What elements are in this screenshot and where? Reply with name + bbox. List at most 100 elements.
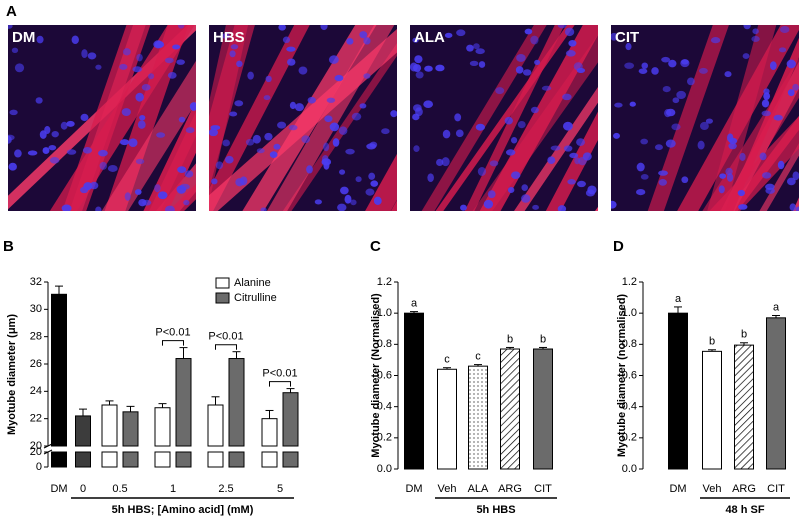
bar <box>734 344 754 470</box>
y-axis-label: Myotube diameter (normalised) <box>616 294 628 458</box>
nucleus <box>172 44 181 50</box>
nucleus <box>719 173 727 179</box>
nucleus <box>475 123 485 131</box>
nucleus <box>641 62 649 69</box>
bar <box>101 404 118 447</box>
nucleus <box>80 113 89 122</box>
nucleus <box>638 68 648 74</box>
nucleus <box>282 36 291 44</box>
nucleus <box>298 66 308 75</box>
bar-lower <box>51 451 67 468</box>
bar-lower <box>154 451 171 468</box>
nucleus <box>576 180 586 188</box>
nucleus <box>625 42 632 51</box>
nucleus <box>444 32 453 38</box>
nucleus <box>373 196 382 205</box>
significance-letter: c <box>444 354 450 366</box>
nucleus <box>769 61 777 71</box>
nucleus <box>460 204 467 211</box>
nucleus <box>236 60 243 67</box>
myotube <box>435 25 575 211</box>
nucleus <box>87 52 97 60</box>
nucleus <box>725 167 733 176</box>
nucleus <box>346 38 354 45</box>
nucleus <box>654 144 663 151</box>
nucleus <box>541 85 552 91</box>
significance-letter: b <box>709 336 715 348</box>
x-tick-label: 1 <box>170 483 176 495</box>
x-tick-label: DM <box>669 483 686 495</box>
nucleus <box>532 204 539 210</box>
nucleus <box>665 139 676 148</box>
nucleus <box>189 102 196 111</box>
nucleus <box>60 121 68 130</box>
nucleus <box>507 187 515 193</box>
nucleus <box>51 130 59 138</box>
nucleus <box>363 73 371 79</box>
bar <box>261 418 278 447</box>
nucleus <box>265 75 272 83</box>
x-tick-label: 2.5 <box>218 483 233 495</box>
nucleus <box>14 149 22 158</box>
nucleus <box>35 97 43 104</box>
nucleus <box>83 182 93 191</box>
legend-label: Citrulline <box>234 292 277 304</box>
bar <box>500 348 520 470</box>
bar <box>766 317 786 470</box>
bar-lower <box>175 451 192 468</box>
nucleus <box>510 137 518 144</box>
x-tick-label: ARG <box>498 483 522 495</box>
nucleus <box>436 158 444 166</box>
nucleus <box>751 35 760 43</box>
y-axis-label: Myotube diameter (μm) <box>6 314 18 435</box>
bar <box>282 392 299 447</box>
nucleus <box>666 108 676 117</box>
x-tick-label: ARG <box>732 483 756 495</box>
nucleus <box>504 116 513 125</box>
nucleus <box>264 132 273 141</box>
nucleus <box>132 66 143 73</box>
nucleus <box>289 101 297 110</box>
nucleus <box>135 92 144 102</box>
nucleus <box>338 126 348 135</box>
nucleus <box>245 138 255 146</box>
myotube <box>464 25 565 211</box>
nucleus <box>786 177 796 186</box>
nucleus <box>260 207 267 211</box>
bracket <box>215 344 237 350</box>
nucleus <box>759 152 767 161</box>
y-tick-label: 32 <box>30 276 42 288</box>
nucleus <box>565 49 576 57</box>
nucleus <box>530 35 539 45</box>
nucleus <box>687 77 695 86</box>
nucleus <box>672 97 680 104</box>
myotube <box>62 25 151 211</box>
image-label: ALA <box>414 29 445 46</box>
nucleus <box>710 37 721 44</box>
bar <box>702 350 722 470</box>
x-axis-label: 48 h SF <box>725 504 764 516</box>
nucleus <box>568 39 577 47</box>
nucleus <box>415 71 424 79</box>
nucleus <box>640 174 649 180</box>
x-axis-label: 5h HBS <box>476 504 515 516</box>
bar <box>51 293 67 447</box>
nucleus <box>661 56 671 63</box>
nucleus <box>224 155 234 164</box>
y-tick-label: 1.2 <box>377 276 392 288</box>
nucleus <box>263 95 271 101</box>
myotube <box>513 86 598 211</box>
nucleus <box>27 150 38 156</box>
nucleus <box>564 27 575 37</box>
nucleus <box>787 89 795 97</box>
nucleus <box>636 189 646 196</box>
y-tick-label: 20 <box>30 446 42 458</box>
myotube <box>282 43 397 211</box>
x-tick-label: 0 <box>80 483 86 495</box>
axis-break <box>43 449 53 455</box>
micrograph <box>611 25 799 211</box>
nucleus <box>95 206 102 211</box>
nucleus <box>49 157 60 164</box>
x-axis-label: 5h HBS; [Amino acid] (mM) <box>112 504 254 516</box>
